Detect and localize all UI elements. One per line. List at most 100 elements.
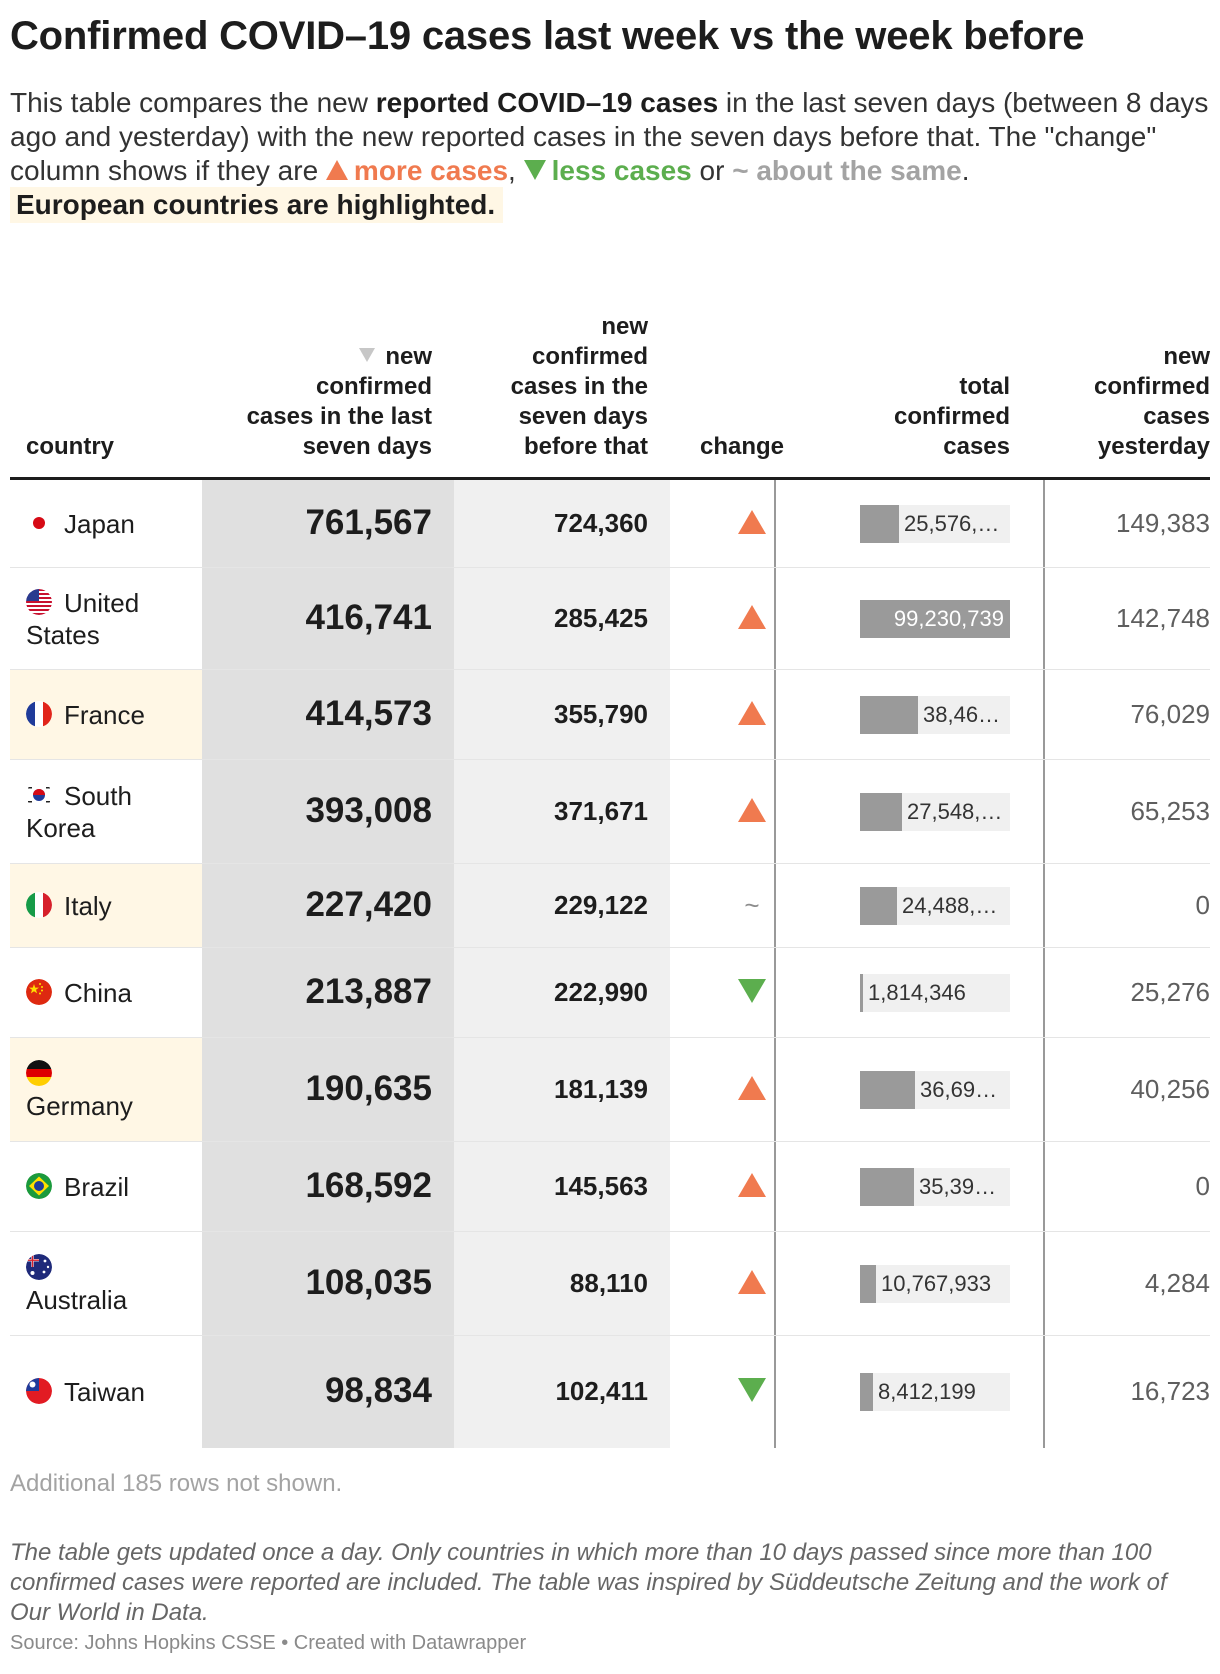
total-bar-track: 35,396… — [860, 1168, 1010, 1206]
header-yesterday[interactable]: new confirmed cases yesterday — [1040, 342, 1210, 462]
change-cell — [732, 510, 772, 539]
desc-bold: reported COVID–19 cases — [375, 87, 719, 118]
yesterday-value: 4,284 — [1144, 1268, 1210, 1298]
chart-title: Confirmed COVID–19 cases last week vs th… — [10, 14, 1085, 58]
change-cell: ~ — [732, 890, 772, 921]
header-line-text: cases — [943, 433, 1010, 460]
less-cases-legend: less cases — [523, 155, 692, 186]
table-row: Italy 227,420 229,122 ~24,488,0… 0 — [10, 864, 1210, 948]
usa-flag-icon — [26, 589, 52, 615]
yesterday-value: 76,029 — [1130, 699, 1210, 729]
header-line: new — [1040, 342, 1210, 372]
desc-or: or — [691, 155, 733, 186]
row-separator — [10, 1037, 1210, 1038]
total-bar — [860, 696, 918, 734]
header-last7[interactable]: new confirmed cases in the last seven days — [202, 342, 432, 462]
total-label: 99,230,739 — [893, 606, 1004, 631]
header-line: cases — [810, 432, 1010, 462]
total-bar — [860, 1071, 915, 1109]
country-name: China — [64, 978, 132, 1008]
china-flag-icon — [26, 979, 52, 1005]
up-triangle-icon — [738, 701, 766, 725]
desc-comma: , — [508, 155, 524, 186]
country-name: United States — [26, 588, 140, 650]
last7-value: 108,035 — [305, 1263, 432, 1302]
header-change[interactable]: change — [700, 432, 820, 462]
total-label: 38,46… — [923, 702, 1001, 727]
last7-value: 213,887 — [305, 972, 432, 1011]
table-row: Taiwan 98,834 102,411 8,412,199 16,723 — [10, 1336, 1210, 1448]
prev7-value: 145,563 — [554, 1171, 648, 1201]
yesterday-value: 0 — [1195, 1171, 1210, 1201]
prev7-value: 371,671 — [554, 796, 648, 826]
header-line-text: cases — [1143, 403, 1210, 430]
row-separator — [10, 1335, 1210, 1336]
brazil-flag-icon — [26, 1173, 52, 1199]
header-total[interactable]: total confirmed cases — [810, 372, 1010, 462]
taiwan-flag-icon — [26, 1378, 52, 1404]
last7-value: 98,834 — [324, 1371, 432, 1410]
country-cell: Taiwan — [26, 1376, 196, 1408]
country-name: Japan — [64, 509, 135, 539]
total-label: 36,690… — [920, 1077, 1007, 1102]
total-bar-track: 27,548,… — [860, 793, 1010, 831]
country-cell: Italy — [26, 890, 196, 922]
up-triangle-icon — [738, 1270, 766, 1294]
header-line: yesterday — [1040, 432, 1210, 462]
last7-value: 416,741 — [305, 598, 432, 637]
total-bar — [860, 505, 899, 543]
up-triangle-icon — [738, 605, 766, 629]
table-row: Brazil 168,592 145,563 35,396… 0 — [10, 1142, 1210, 1232]
yesterday-value: 149,383 — [1116, 508, 1210, 538]
change-cell — [732, 1378, 772, 1407]
header-line-text: before that — [523, 433, 648, 460]
header-line-text: confirmed — [531, 343, 648, 370]
chart-description: This table compares the new reported COV… — [10, 86, 1210, 223]
row-separator — [10, 669, 1210, 670]
row-separator — [10, 1141, 1210, 1142]
change-cell — [732, 1076, 772, 1105]
header-line: total — [810, 372, 1010, 402]
source-line: Source: Johns Hopkins CSSE • Created wit… — [10, 1632, 527, 1654]
table-row: France 414,573 355,790 38,46… 76,029 — [10, 670, 1210, 760]
country-name: Australia — [26, 1285, 128, 1315]
sort-descending-icon[interactable] — [359, 348, 376, 362]
column-divider — [1043, 480, 1045, 1448]
total-bar-track: 8,412,199 — [860, 1373, 1010, 1411]
yesterday-value: 16,723 — [1130, 1376, 1210, 1406]
header-line-text: confirmed — [1093, 373, 1210, 400]
more-cases-label: more cases — [353, 155, 509, 186]
total-label: 25,576,… — [904, 511, 1000, 536]
more-cases-legend: more cases — [325, 155, 509, 186]
header-line: country — [26, 432, 196, 462]
header-line-text: confirmed — [893, 403, 1010, 430]
up-triangle-icon — [738, 1076, 766, 1100]
table-row: South Korea 393,008 371,671 27,548,… 65,253 — [10, 760, 1210, 864]
change-cell — [732, 979, 772, 1008]
total-bar — [860, 887, 897, 925]
last7-value: 227,420 — [305, 885, 432, 924]
header-line-text: new — [1163, 343, 1210, 370]
header-country[interactable]: country — [26, 432, 196, 462]
header-line-text: new — [601, 313, 648, 340]
country-cell: Japan — [26, 508, 196, 540]
country-name: Brazil — [64, 1172, 130, 1202]
australia-flag-icon — [26, 1254, 52, 1280]
country-cell: Brazil — [26, 1171, 196, 1203]
last7-value: 393,008 — [305, 791, 432, 830]
yesterday-value: 25,276 — [1130, 977, 1210, 1007]
last7-value: 414,573 — [305, 694, 432, 733]
total-label: 8,412,199 — [878, 1379, 976, 1404]
down-triangle-icon — [738, 979, 766, 1003]
data-table: country new confirmed cases in the last sev… — [10, 0, 1210, 1674]
header-line: confirmed — [454, 342, 648, 372]
desc-text-2: in the last seven days (between 8 days a… — [10, 87, 1209, 186]
header-prev7[interactable]: new confirmed cases in the seven days before… — [454, 312, 648, 462]
desc-dot: . — [961, 155, 970, 186]
total-label: 35,396… — [919, 1174, 1007, 1199]
header-line: new — [202, 342, 432, 372]
country-name: Germany — [26, 1091, 133, 1121]
desc-text-1: This table compares the new — [10, 87, 376, 118]
total-bar-track: 25,576,… — [860, 505, 1010, 543]
total-label: 27,548,… — [907, 799, 1003, 824]
